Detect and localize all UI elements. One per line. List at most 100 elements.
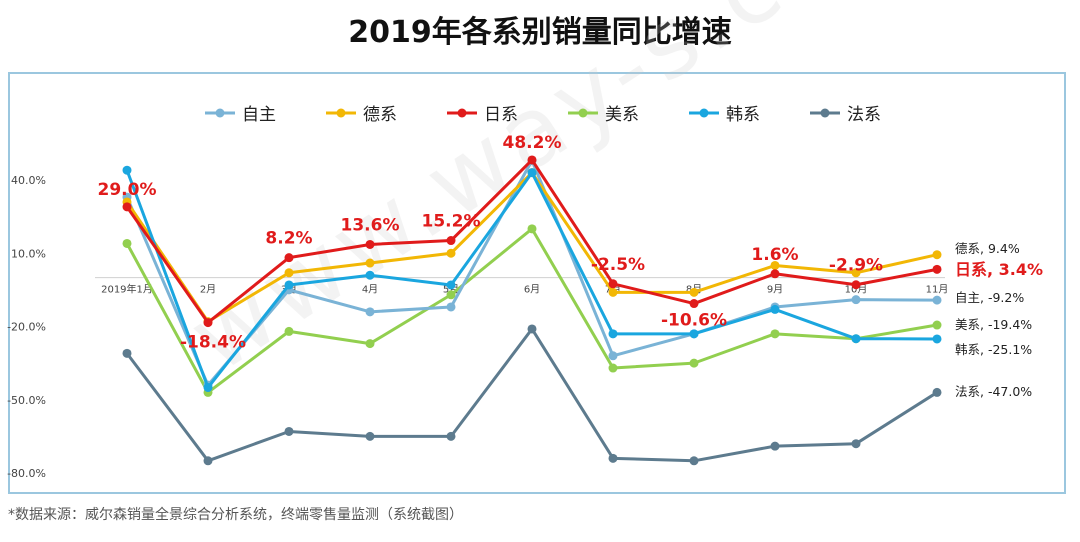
data-label: 1.6% <box>751 245 798 265</box>
data-point <box>203 383 213 393</box>
data-label: 8.2% <box>265 229 312 249</box>
data-point <box>446 236 456 246</box>
data-point <box>122 165 132 175</box>
data-point <box>446 290 456 300</box>
data-point <box>446 248 456 258</box>
data-point <box>770 269 780 279</box>
series-end-label: 德系, 9.4% <box>955 241 1020 256</box>
y-tick-label: 10.0% <box>11 247 46 260</box>
legend-label: 自主 <box>242 105 276 125</box>
data-point <box>527 155 537 165</box>
series-line-美系 <box>125 227 938 394</box>
data-point <box>608 453 618 463</box>
x-tick-label: 2019年1月 <box>101 283 153 296</box>
data-point <box>608 279 618 289</box>
data-point <box>203 318 213 328</box>
data-point <box>284 326 294 336</box>
x-tick-label: 4月 <box>362 284 378 296</box>
data-point <box>770 304 780 314</box>
data-label: -2.9% <box>829 256 883 276</box>
x-tick-label: 10月 <box>845 284 868 296</box>
data-point <box>446 302 456 312</box>
data-point <box>851 268 861 278</box>
legend-marker <box>215 108 225 118</box>
series-line-自主 <box>125 158 938 387</box>
data-label: 29.0% <box>98 180 157 200</box>
data-point <box>689 358 699 368</box>
series-line-法系 <box>125 327 938 463</box>
data-point <box>446 431 456 441</box>
data-point <box>770 329 780 339</box>
data-point <box>932 387 942 397</box>
data-point <box>608 287 618 297</box>
data-point <box>608 329 618 339</box>
data-point <box>122 348 132 358</box>
data-point <box>365 258 375 268</box>
y-tick-label: -50.0% <box>7 394 46 407</box>
chart-title: 2019年各系别销量同比增速 <box>348 15 732 50</box>
data-point <box>284 268 294 278</box>
data-label: -10.6% <box>661 311 727 331</box>
data-point <box>446 280 456 290</box>
data-point <box>851 280 861 290</box>
data-point <box>851 334 861 344</box>
legend-label: 美系 <box>605 105 639 125</box>
data-point <box>770 441 780 451</box>
legend-label: 法系 <box>847 105 881 125</box>
data-label: -2.5% <box>591 255 645 275</box>
x-tick-label: 9月 <box>767 284 783 296</box>
data-point <box>365 431 375 441</box>
data-point <box>527 324 537 334</box>
legend-label: 韩系 <box>726 105 760 125</box>
data-point <box>851 439 861 449</box>
chart-frame <box>8 72 1066 494</box>
series-end-label: 美系, -19.4% <box>955 317 1032 332</box>
data-point <box>527 224 537 234</box>
legend-marker <box>457 108 467 118</box>
data-point <box>851 295 861 305</box>
data-point <box>932 250 942 260</box>
legend-marker <box>578 108 588 118</box>
data-label: -18.4% <box>180 333 246 353</box>
legend-label: 德系 <box>363 105 397 125</box>
data-point <box>527 168 537 178</box>
data-point <box>689 456 699 466</box>
data-point <box>284 426 294 436</box>
y-tick-label: 40.0% <box>11 174 46 187</box>
data-point <box>365 339 375 349</box>
series-end-label: 法系, -47.0% <box>955 384 1032 399</box>
data-label: 13.6% <box>341 215 400 235</box>
data-point <box>932 334 942 344</box>
data-point <box>932 295 942 305</box>
series-end-label: 自主, -9.2% <box>955 290 1024 305</box>
y-tick-label: -80.0% <box>7 467 46 480</box>
x-tick-label: 6月 <box>524 284 540 296</box>
series-end-label: 日系, 3.4% <box>955 260 1043 279</box>
data-label: 15.2% <box>422 212 481 232</box>
data-point <box>365 270 375 280</box>
data-point <box>689 329 699 339</box>
data-point <box>284 253 294 263</box>
data-point <box>689 299 699 309</box>
data-source-footnote: *数据来源：威尔森销量全景综合分析系统，终端零售量监测（系统截图） <box>8 507 463 523</box>
data-point <box>284 280 294 290</box>
x-tick-label: 2月 <box>200 284 216 296</box>
series-line-德系 <box>125 171 938 324</box>
data-point <box>932 264 942 274</box>
series-end-label: 韩系, -25.1% <box>955 342 1032 357</box>
legend-label: 日系 <box>484 105 518 125</box>
legend-marker <box>820 108 830 118</box>
data-label: 48.2% <box>503 133 562 153</box>
data-point <box>122 202 132 212</box>
data-point <box>689 287 699 297</box>
data-point <box>203 456 213 466</box>
y-tick-label: -20.0% <box>7 321 46 334</box>
legend-marker <box>336 108 346 118</box>
data-point <box>608 363 618 373</box>
data-point <box>608 351 618 361</box>
data-point <box>122 238 132 248</box>
data-point <box>365 307 375 317</box>
legend-marker <box>699 108 709 118</box>
x-tick-label: 11月 <box>926 284 949 296</box>
